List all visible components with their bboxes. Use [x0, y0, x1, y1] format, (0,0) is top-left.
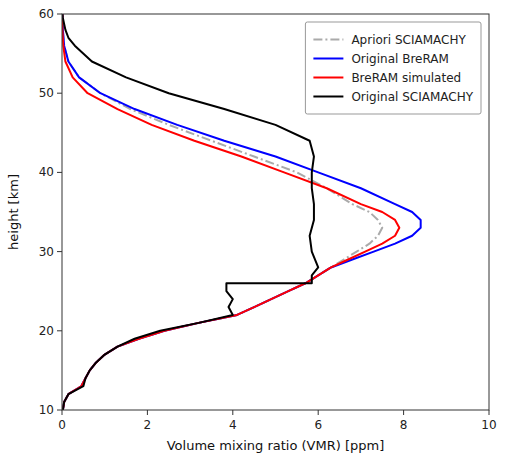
legend-label: Original BreRAM [351, 52, 448, 66]
x-tick [318, 410, 319, 415]
legend-swatch [313, 39, 343, 41]
legend-label: Apriori SCIAMACHY [351, 33, 466, 47]
x-tick-label: 0 [58, 418, 66, 432]
y-tick-label: 50 [39, 86, 54, 100]
y-axis-label: height [km] [6, 174, 21, 250]
y-tick [57, 251, 62, 252]
x-tick [62, 410, 63, 415]
y-tick [57, 93, 62, 94]
y-tick-label: 30 [39, 245, 54, 259]
chart: 0 2 4 6 8 10 10 20 30 40 50 60 Volume mixing ratio (… [0, 0, 505, 462]
series-line [62, 14, 318, 410]
x-tick-label: 4 [229, 418, 237, 432]
x-tick [147, 410, 148, 415]
x-tick-label: 6 [314, 418, 322, 432]
legend-label: BreRAM simulated [351, 71, 461, 85]
y-tick [57, 330, 62, 331]
legend-swatch [313, 77, 343, 79]
x-tick [232, 410, 233, 415]
x-axis-label: Volume mixing ratio (VMR) [ppm] [167, 438, 385, 453]
x-tick-label: 2 [144, 418, 152, 432]
legend-label: Original SCIAMACHY [351, 90, 473, 104]
legend-swatch [313, 58, 343, 60]
x-tick-label: 8 [400, 418, 408, 432]
x-tick-label: 10 [481, 418, 496, 432]
y-tick [57, 14, 62, 15]
x-tick [403, 410, 404, 415]
legend: Apriori SCIAMACHY Original BreRAM BreRAM s… [305, 22, 481, 114]
y-tick [57, 410, 62, 411]
y-tick-label: 10 [39, 403, 54, 417]
y-tick [57, 172, 62, 173]
y-tick-label: 60 [39, 7, 54, 21]
y-tick-label: 40 [39, 165, 54, 179]
legend-swatch [313, 96, 343, 98]
x-tick [489, 410, 490, 415]
plot-frame [62, 14, 489, 410]
legend-box [305, 22, 481, 114]
y-tick-label: 20 [39, 324, 54, 338]
